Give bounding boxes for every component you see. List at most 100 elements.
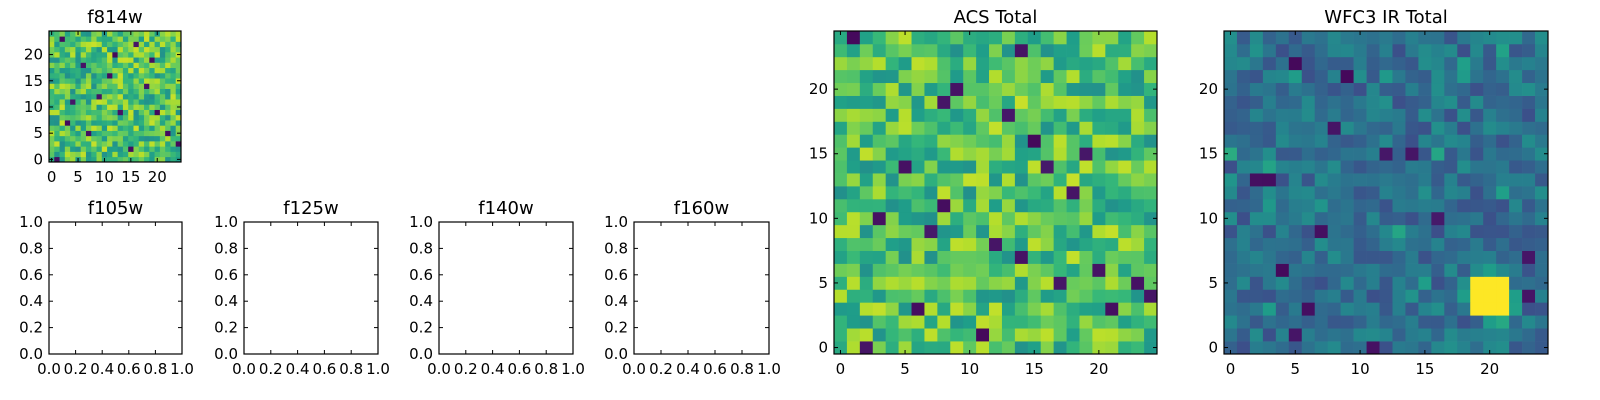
heatmap-cell (924, 56, 938, 71)
heatmap-cell (1092, 160, 1106, 174)
heatmap-cell (989, 173, 1003, 187)
heatmap-cell (1444, 250, 1458, 264)
heatmap-cell (122, 130, 129, 137)
heatmap-cell (859, 289, 874, 303)
heatmap-cell (154, 104, 161, 110)
heatmap-cell (1418, 160, 1432, 174)
heatmap-cell (1379, 31, 1393, 45)
heatmap-cell (1224, 289, 1238, 303)
heatmap-cell (144, 120, 150, 126)
heatmap-cell (1522, 224, 1536, 239)
heatmap-cell (1314, 198, 1329, 213)
heatmap-cell (91, 125, 97, 131)
heatmap-cell (885, 160, 899, 174)
x-tick-label: 0.4 (676, 360, 700, 378)
heatmap-cell (175, 57, 182, 63)
heatmap-cell (1366, 341, 1380, 355)
heatmap-cell (75, 41, 82, 48)
heatmap-cell (1027, 250, 1042, 264)
heatmap-cell (54, 46, 60, 53)
heatmap-cell (149, 67, 155, 74)
heatmap-cell (128, 146, 134, 152)
heatmap-cell (1066, 198, 1080, 213)
heatmap-cell (96, 41, 103, 48)
heatmap-cell (170, 125, 177, 131)
heatmap-cell (1392, 108, 1406, 122)
heatmap-cell (1053, 289, 1067, 303)
heatmap-cell (1131, 276, 1145, 290)
heatmap-cell (85, 135, 92, 142)
heatmap-cell (1262, 250, 1277, 264)
heatmap-cell (1144, 224, 1158, 239)
heatmap-cell (1470, 186, 1484, 200)
heatmap-cell (1275, 95, 1290, 109)
heatmap-cell (96, 141, 103, 147)
heatmap-cell (1327, 315, 1341, 329)
heatmap-cell (1535, 315, 1549, 329)
heatmap-cell (64, 114, 71, 121)
heatmap-cell (170, 46, 177, 53)
heatmap-cell (1353, 69, 1367, 84)
heatmap-cell (1405, 95, 1419, 109)
heatmap-cell (924, 147, 938, 161)
heatmap-cell (59, 114, 66, 121)
heatmap-cell (872, 95, 887, 109)
heatmap-cell (1522, 186, 1536, 200)
heatmap-cell (107, 135, 113, 142)
heatmap-cell (80, 93, 87, 100)
heatmap-cell (1353, 211, 1367, 226)
heatmap-cell (1444, 276, 1458, 290)
heatmap-cell (1053, 82, 1067, 96)
heatmap-cell (937, 56, 951, 71)
heatmap-cell (989, 31, 1003, 45)
heatmap-cell (1092, 315, 1106, 329)
heatmap-cell (1483, 237, 1497, 251)
heatmap-cell (1092, 237, 1106, 251)
heatmap-cell (144, 99, 150, 105)
heatmap-cell (911, 302, 925, 316)
heatmap-cell (1066, 108, 1080, 122)
heatmap-cell (1483, 95, 1497, 109)
heatmap-cell (1249, 31, 1264, 45)
heatmap-cell (1014, 328, 1029, 342)
heatmap-cell (1327, 160, 1341, 174)
heatmap-cell (1535, 160, 1549, 174)
heatmap-cell (1457, 160, 1471, 174)
heatmap-cell (59, 135, 66, 142)
heatmap-cell (165, 62, 171, 69)
heatmap-cell (834, 341, 848, 355)
heatmap-cell (128, 36, 134, 42)
heatmap-cell (1105, 134, 1119, 148)
heatmap-cell (885, 211, 899, 226)
heatmap-cell (117, 31, 124, 37)
heatmap-cell (1405, 198, 1419, 213)
heatmap-cell (1118, 43, 1132, 58)
heatmap-cell (1431, 56, 1445, 71)
heatmap-cell (898, 328, 912, 342)
heatmap-cell (1001, 198, 1016, 213)
heatmap-cell (1483, 147, 1497, 161)
heatmap-cell (117, 146, 124, 152)
heatmap-cell (144, 83, 150, 89)
heatmap-cell (898, 302, 912, 316)
heatmap-cell (963, 211, 977, 226)
heatmap-cell (950, 328, 964, 342)
heatmap-cell (80, 114, 87, 121)
heatmap-cell (1379, 121, 1393, 135)
heatmap-cell (159, 67, 166, 74)
heatmap-cell (1457, 224, 1471, 239)
heatmap-cell (1314, 134, 1329, 148)
panel-title: WFC3 IR Total (1324, 7, 1447, 28)
heatmap-cell (59, 141, 66, 147)
heatmap-cell (1131, 95, 1145, 109)
heatmap-cell (1457, 341, 1471, 355)
heatmap-cell (1470, 315, 1484, 329)
heatmap-cell (1314, 69, 1329, 84)
heatmap-cell (101, 104, 108, 110)
heatmap-cell (1105, 237, 1119, 251)
heatmap-cell (133, 156, 140, 163)
heatmap-cell (950, 276, 964, 290)
heatmap-cell (989, 134, 1003, 148)
heatmap-cell (1224, 43, 1238, 58)
heatmap-cell (898, 69, 912, 84)
